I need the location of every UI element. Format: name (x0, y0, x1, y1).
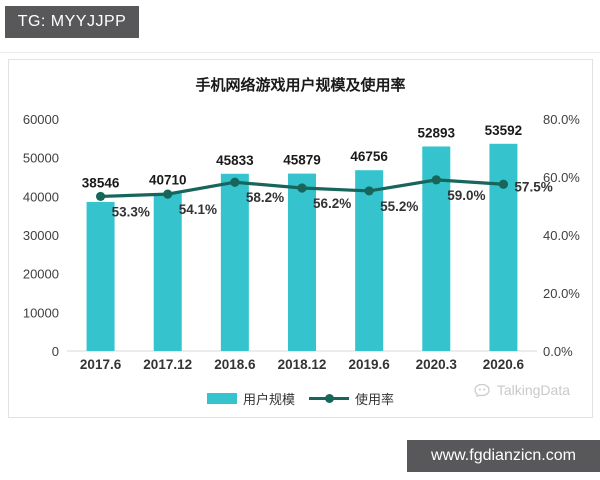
right-axis-tick-label: 0.0% (543, 344, 573, 359)
bar-value-label: 45833 (216, 153, 254, 168)
legend-item-bar-series: 用户规模 (206, 389, 295, 408)
talkingdata-logo-icon (474, 383, 490, 398)
x-axis-label-2017.12: 2017.12 (143, 357, 192, 372)
left-axis-tick-label: 20000 (23, 267, 59, 282)
line-marker-2018.6 (230, 177, 240, 187)
percent-label: 54.1% (179, 202, 217, 217)
bar-2019.6 (355, 170, 384, 351)
legend-label-bar-series: 用户规模 (242, 391, 295, 407)
right-axis-tick-label: 40.0% (543, 228, 580, 243)
percent-label: 53.3% (112, 204, 150, 219)
line-marker-2020.3 (431, 175, 441, 185)
right-axis-tick-label: 80.0% (543, 112, 580, 127)
line-marker-2017.6 (95, 191, 106, 202)
line-marker-2020.6 (498, 179, 509, 189)
left-axis-tick-label: 0 (52, 344, 59, 359)
talkingdata-watermark-label: TalkingData (496, 382, 570, 398)
combo-chart: 0 10000 20000 30000 40000 50000 60000 0.0% 20.0%… (23, 112, 580, 372)
bar-2017.12 (153, 193, 182, 351)
bar-series-swatch-icon (206, 392, 237, 404)
x-axis-label-2019.6: 2019.6 (348, 357, 390, 372)
footer-site-label: www.fgdianzicn.com (431, 447, 576, 464)
line-marker-2019.6 (364, 186, 374, 196)
legend-label-line-series: 使用率 (355, 391, 395, 407)
x-axis-label-2018.6: 2018.6 (214, 357, 256, 372)
top-separator (0, 52, 600, 53)
bar-value-label: 52893 (418, 125, 456, 140)
chart-card: 手机网络游戏用户规模及使用率 0 10000 20000 30000 40000 5000… (8, 59, 593, 418)
left-axis-tick-label: 40000 (23, 189, 59, 204)
bar-2020.6 (489, 143, 518, 351)
x-axis-label-2020.3: 2020.3 (416, 357, 458, 372)
bar-value-label: 38546 (82, 175, 120, 190)
line-swatch-dot (325, 394, 334, 403)
left-axis-tick-label: 60000 (23, 112, 59, 127)
talkingdata-watermark: TalkingData (474, 382, 570, 398)
footer-site-bar: www.fgdianzicn.com (407, 440, 600, 472)
bar-2017.6 (86, 201, 115, 351)
x-axis-label-2018.12: 2018.12 (278, 357, 327, 372)
line-marker-2018.12 (297, 183, 307, 193)
x-axis-label-2017.6: 2017.6 (80, 357, 122, 372)
legend-item-line-series: 使用率 (309, 389, 394, 408)
right-axis-tick-label: 60.0% (543, 170, 580, 185)
header-badge: TG: MYYJJPP (5, 6, 139, 38)
header-badge-label: TG: MYYJJPP (17, 13, 127, 30)
line-series-swatch-icon (309, 393, 349, 403)
bar-value-label: 53592 (485, 123, 523, 138)
percent-label: 55.2% (380, 199, 418, 214)
bar-value-label: 46756 (350, 149, 388, 164)
line-marker-2017.12 (163, 189, 173, 199)
left-axis-tick-label: 10000 (23, 305, 59, 320)
left-axis-tick-label: 50000 (23, 151, 59, 166)
percent-label: 59.0% (447, 188, 485, 203)
percent-label: 56.2% (313, 196, 351, 211)
bar-2018.6 (220, 173, 249, 351)
chart-title: 手机网络游戏用户规模及使用率 (195, 77, 406, 94)
percent-label: 58.2% (246, 190, 284, 205)
bar-2018.12 (288, 173, 316, 351)
left-axis-tick-label: 30000 (23, 228, 59, 243)
right-axis-tick-label: 20.0% (543, 286, 580, 301)
chart-legend: 用户规模 使用率 (9, 388, 592, 408)
bar-value-label: 45879 (283, 153, 321, 168)
x-axis-label-2020.6: 2020.6 (483, 357, 525, 372)
percent-label: 57.5% (514, 179, 552, 194)
bar-value-label: 40710 (149, 173, 187, 188)
